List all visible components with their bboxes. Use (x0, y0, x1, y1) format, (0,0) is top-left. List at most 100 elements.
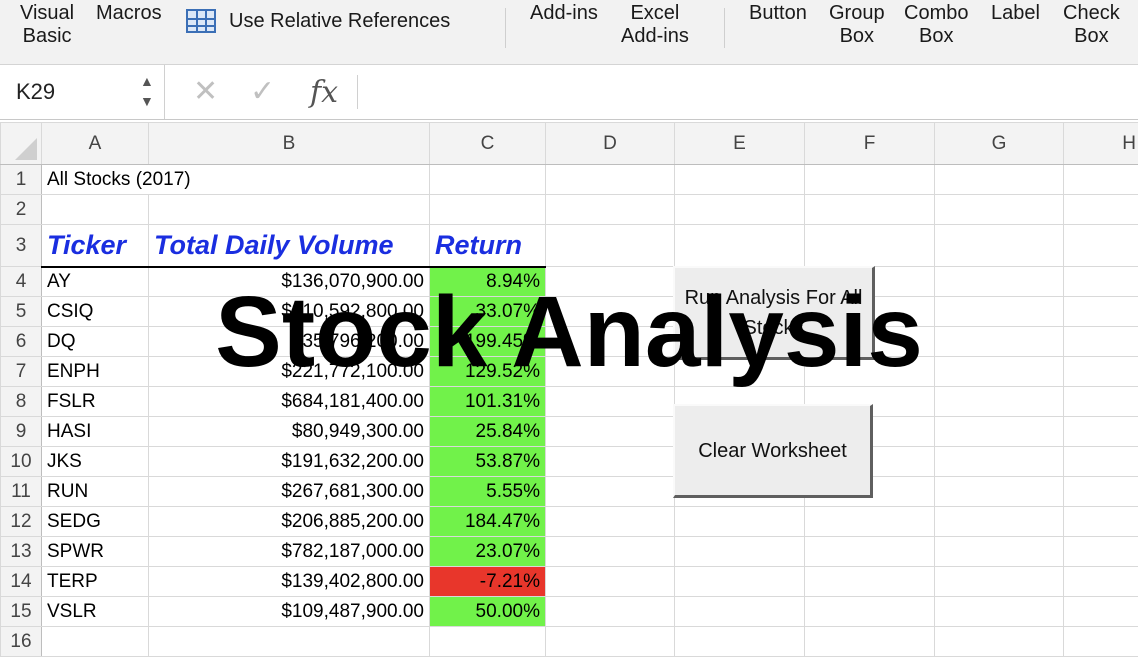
ticker-cell[interactable]: TERP (42, 567, 149, 597)
row-header[interactable]: 8 (1, 387, 42, 417)
return-cell[interactable]: 199.45% (430, 327, 546, 357)
cell[interactable] (1064, 225, 1138, 267)
cell[interactable] (805, 507, 935, 537)
cell[interactable] (935, 477, 1064, 507)
ticker-cell[interactable]: ENPH (42, 357, 149, 387)
cell[interactable] (935, 567, 1064, 597)
row-header[interactable]: 15 (1, 597, 42, 627)
cell[interactable] (675, 567, 805, 597)
cell[interactable] (1064, 327, 1138, 357)
volume-cell[interactable]: $206,885,200.00 (149, 507, 430, 537)
cell[interactable] (935, 225, 1064, 267)
row-header[interactable]: 11 (1, 477, 42, 507)
return-cell[interactable]: 50.00% (430, 597, 546, 627)
ticker-cell[interactable]: CSIQ (42, 297, 149, 327)
ticker-cell[interactable]: VSLR (42, 597, 149, 627)
cell[interactable] (1064, 195, 1138, 225)
check-box-control[interactable]: Check Box (1063, 2, 1120, 48)
label-control[interactable]: Label (991, 2, 1040, 25)
cell[interactable] (546, 297, 675, 327)
cell[interactable] (935, 417, 1064, 447)
row-header[interactable]: 10 (1, 447, 42, 477)
cell[interactable] (1064, 537, 1138, 567)
ticker-cell[interactable]: JKS (42, 447, 149, 477)
return-cell[interactable]: 25.84% (430, 417, 546, 447)
cell[interactable] (1064, 597, 1138, 627)
volume-cell[interactable]: $109,487,900.00 (149, 597, 430, 627)
volume-cell[interactable]: $221,772,100.00 (149, 357, 430, 387)
cell[interactable] (1064, 477, 1138, 507)
volume-cell[interactable]: $684,181,400.00 (149, 387, 430, 417)
column-header-d[interactable]: D (546, 123, 675, 165)
return-column-header[interactable]: Return (430, 225, 546, 267)
formula-input[interactable] (370, 79, 1130, 105)
cell[interactable] (546, 537, 675, 567)
ticker-cell[interactable]: DQ (42, 327, 149, 357)
cell[interactable] (675, 537, 805, 567)
cell[interactable] (935, 537, 1064, 567)
cell[interactable] (935, 597, 1064, 627)
cell[interactable] (805, 357, 935, 387)
visual-basic-button[interactable]: Visual Basic (20, 2, 74, 48)
cell[interactable] (546, 627, 675, 657)
cell[interactable] (1064, 357, 1138, 387)
cell[interactable] (675, 507, 805, 537)
column-header-e[interactable]: E (675, 123, 805, 165)
row-header[interactable]: 12 (1, 507, 42, 537)
cell[interactable] (805, 597, 935, 627)
volume-cell[interactable]: $35,796,200.00 (149, 327, 430, 357)
row-header[interactable]: 3 (1, 225, 42, 267)
ticker-column-header[interactable]: Ticker (42, 225, 149, 267)
row-header[interactable]: 6 (1, 327, 42, 357)
row-header[interactable]: 1 (1, 165, 42, 195)
row-header[interactable]: 2 (1, 195, 42, 225)
cell[interactable] (805, 165, 935, 195)
cancel-icon[interactable]: ✕ (193, 74, 218, 109)
cell[interactable] (1064, 507, 1138, 537)
cell[interactable] (935, 507, 1064, 537)
button-control[interactable]: Button (749, 2, 807, 25)
use-relative-references-button[interactable]: Use Relative References (186, 8, 450, 34)
cell[interactable] (546, 387, 675, 417)
cell[interactable] (546, 447, 675, 477)
excel-addins-button[interactable]: Excel Add-ins (621, 2, 689, 48)
cell[interactable] (1064, 297, 1138, 327)
return-cell[interactable]: -7.21% (430, 567, 546, 597)
cell[interactable] (430, 165, 546, 195)
cell[interactable] (546, 357, 675, 387)
cell[interactable] (675, 165, 805, 195)
cell[interactable] (935, 267, 1064, 297)
column-header-c[interactable]: C (430, 123, 546, 165)
cell[interactable] (805, 225, 935, 267)
ticker-cell[interactable]: SPWR (42, 537, 149, 567)
column-header-a[interactable]: A (42, 123, 149, 165)
cell[interactable] (546, 597, 675, 627)
row-header[interactable]: 4 (1, 267, 42, 297)
cell[interactable] (546, 417, 675, 447)
cell[interactable] (935, 387, 1064, 417)
cell[interactable] (430, 627, 546, 657)
return-cell[interactable]: 101.31% (430, 387, 546, 417)
name-box[interactable]: K29 ▲ ▼ (0, 65, 165, 119)
cell[interactable] (546, 327, 675, 357)
group-box-control[interactable]: Group Box (829, 2, 885, 48)
cell[interactable] (546, 477, 675, 507)
cell[interactable] (149, 195, 430, 225)
return-cell[interactable]: 8.94% (430, 267, 546, 297)
volume-cell[interactable]: $80,949,300.00 (149, 417, 430, 447)
volume-column-header[interactable]: Total Daily Volume (149, 225, 430, 267)
cell[interactable] (546, 195, 675, 225)
cell[interactable] (546, 225, 675, 267)
cell[interactable] (675, 195, 805, 225)
ticker-cell[interactable]: AY (42, 267, 149, 297)
macros-button[interactable]: Macros (96, 2, 162, 25)
ticker-cell[interactable]: HASI (42, 417, 149, 447)
cell[interactable] (935, 627, 1064, 657)
volume-cell[interactable]: $191,632,200.00 (149, 447, 430, 477)
cell[interactable] (805, 537, 935, 567)
confirm-icon[interactable]: ✓ (250, 74, 275, 109)
cell-a1-title[interactable]: All Stocks (2017) (42, 165, 430, 195)
ticker-cell[interactable]: RUN (42, 477, 149, 507)
cell[interactable] (1064, 387, 1138, 417)
cell[interactable] (805, 567, 935, 597)
